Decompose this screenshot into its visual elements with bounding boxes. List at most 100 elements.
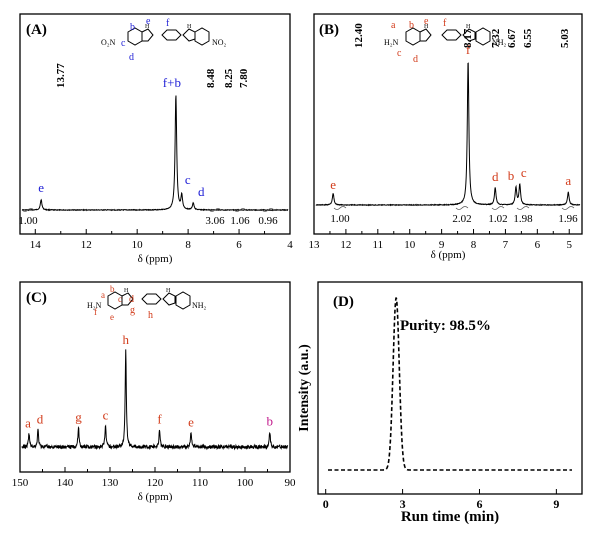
x-tick-label: 12 [81, 239, 92, 251]
peak-label: g [75, 410, 82, 425]
peak-label: e [38, 180, 44, 195]
peak-label: b [508, 168, 515, 183]
x-tick-label: 11 [373, 239, 384, 251]
structure-letter: f [443, 18, 447, 29]
shift-label: 8.25 [223, 68, 235, 88]
structure-letter: h [148, 310, 153, 321]
nh-label: H [124, 288, 129, 294]
shift-label: 5.03 [559, 28, 571, 48]
shift-label: 13.77 [55, 63, 67, 88]
nh-label: H [166, 288, 171, 294]
x-tick-label: 0 [323, 497, 329, 511]
structure-letter: a [101, 290, 105, 300]
integral-value: 1.96 [558, 213, 578, 225]
peak-label: h [123, 332, 130, 347]
structure-group-right: NH₂ [492, 38, 507, 47]
peak-label: a [25, 415, 31, 430]
panel-d-frame [317, 281, 583, 495]
x-tick-label: 6 [476, 497, 482, 511]
x-tick-label: 6 [236, 239, 242, 251]
structure-group-left: H₂N [87, 301, 102, 310]
x-tick-label: 9 [439, 239, 445, 251]
integral-value: 0.96 [258, 215, 278, 227]
x-tick-label: 13 [309, 239, 321, 251]
peak-label: e [188, 414, 194, 429]
peak-label: c [521, 165, 527, 180]
x-tick-label: 150 [12, 477, 29, 489]
peak-label: e [330, 177, 336, 192]
structure-letter: b [409, 20, 414, 31]
peak-label: f [466, 42, 471, 57]
x-tick-label: 8 [471, 239, 477, 251]
structure-letter: f [94, 307, 97, 317]
phenyl-ring [161, 29, 182, 41]
structure-letter: e [146, 16, 151, 27]
peak-label: c [103, 408, 109, 423]
x-tick-label: 3 [400, 497, 406, 511]
integral-curve [261, 208, 275, 212]
x-tick-label: 140 [57, 477, 74, 489]
x-tick-label: 5 [566, 239, 572, 251]
integral-value: 1.00 [18, 215, 38, 227]
benzimidazole-ring [127, 27, 154, 46]
x-tick-label: 9 [553, 497, 559, 511]
integral-curve [333, 206, 347, 210]
structure-letter: f [166, 18, 170, 29]
structure-letter: c [397, 48, 402, 59]
nh-label: H [466, 24, 471, 30]
x-tick-label: 10 [404, 239, 416, 251]
integral-value: 3.06 [205, 215, 225, 227]
chromatogram-trace [328, 297, 572, 471]
x-tick-label: 12 [340, 239, 351, 251]
x-tick-label: 8 [185, 239, 191, 251]
x-tick-label: 110 [192, 477, 209, 489]
purity-annotation: Purity: 98.5% [400, 318, 491, 334]
spectrum-trace [315, 62, 581, 207]
peak-label: f+b [163, 75, 181, 90]
panel-d-hplc: (D) Purity: 98.5% Intensity (a.u.) 0 3 6 9 R… [297, 281, 583, 525]
integral-curve [561, 206, 575, 210]
x-tick-label: 90 [285, 477, 297, 489]
panel-a-structure: O₂N NO₂ H H e f b c d [101, 16, 227, 63]
shift-label: 8.17 [462, 28, 474, 48]
structure-letter: e [110, 312, 114, 322]
benzimidazole-ring [462, 27, 491, 46]
structure-letter: c [121, 38, 126, 49]
x-tick-label: 14 [30, 239, 42, 251]
benzimidazole-ring [162, 291, 191, 310]
phenyl-ring [441, 29, 462, 41]
structure-letter: e [424, 16, 429, 27]
panel-c-label: (C) [26, 290, 47, 306]
structure-letter: d [413, 54, 418, 65]
panel-d-label: (D) [333, 294, 354, 310]
x-tick-label: 100 [237, 477, 254, 489]
panel-c-c-nmr: (C) H₂N NH₂ H H a b c d f e g h 150 140 13… [12, 281, 297, 503]
peak-label: d [198, 184, 205, 199]
x-tick-label: 6 [535, 239, 541, 251]
shift-label: 7.32 [490, 28, 502, 48]
shift-label: 12.40 [353, 23, 365, 48]
benzimidazole-ring [405, 27, 432, 46]
integral-value: 1.02 [488, 213, 507, 225]
integral-curve [21, 208, 35, 212]
integral-value: 2.02 [452, 213, 471, 225]
integral-curve [233, 208, 247, 212]
x-tick-label: 7 [503, 239, 509, 251]
spectrum-trace [21, 349, 289, 451]
x-axis-label: δ (ppm) [431, 249, 466, 261]
x-tick-label: 10 [132, 239, 144, 251]
peak-label: b [267, 413, 274, 428]
shift-label: 8.48 [205, 68, 217, 88]
peak-label: c [185, 172, 191, 187]
structure-letter: b [110, 284, 115, 294]
integral-value: 1.98 [513, 213, 533, 225]
panel-b-structure: H₂N NH₂ H H a b e f c d [384, 16, 507, 65]
integral-curve [455, 206, 469, 210]
structure-group-right: NO₂ [212, 38, 227, 47]
y-axis-label: Intensity (a.u.) [297, 344, 312, 432]
structure-group-left: H₂N [384, 38, 399, 47]
panel-a-frame [19, 13, 291, 235]
structure-letter: d [129, 52, 134, 63]
x-axis-label: Run time (min) [401, 509, 499, 525]
